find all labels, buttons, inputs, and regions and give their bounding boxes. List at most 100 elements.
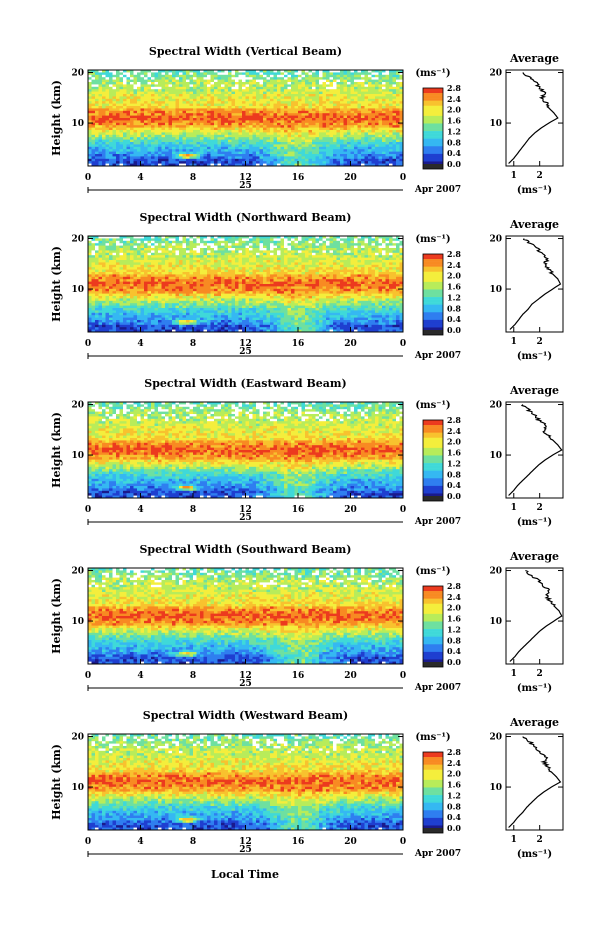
heatmap-cell — [354, 113, 358, 116]
heatmap-cell — [385, 151, 390, 155]
heatmap-cell — [119, 74, 124, 78]
chart-panel-0: Spectral Width (Vertical Beam)2010Height… — [50, 45, 564, 196]
heatmap-cell — [168, 238, 173, 242]
heatmap-cell — [305, 98, 309, 102]
heatmap-cell — [189, 125, 194, 128]
heatmap-cell — [361, 134, 365, 138]
heatmap-cell — [350, 149, 355, 152]
heatmap-cell — [263, 139, 267, 143]
heatmap-cell — [182, 103, 187, 107]
heatmap-cell — [266, 98, 271, 102]
heatmap-cell — [315, 113, 320, 116]
heatmap-cell — [91, 240, 96, 244]
heatmap-cell — [228, 110, 232, 114]
heatmap-cell — [361, 89, 365, 92]
heatmap-cell — [378, 120, 383, 124]
heatmap-cell — [270, 103, 274, 107]
heatmap-cell — [95, 315, 99, 318]
heatmap-cell — [151, 79, 155, 83]
heatmap-cell — [217, 163, 222, 167]
heatmap-cell — [168, 110, 173, 114]
heatmap-cell — [224, 86, 229, 90]
heatmap-cell — [182, 260, 187, 263]
heatmap-cell — [165, 142, 169, 145]
heatmap-cell — [123, 125, 127, 128]
heatmap-cell — [221, 156, 225, 160]
heatmap-cell — [203, 156, 208, 160]
heatmap-cell — [368, 79, 372, 83]
heatmap-cell — [396, 132, 400, 136]
heatmap-cell — [151, 115, 155, 119]
heatmap-cell — [189, 320, 194, 323]
heatmap-cell — [133, 127, 138, 131]
colorbar-tick-label: 1.6 — [447, 116, 461, 126]
heatmap-cell — [326, 149, 330, 152]
heatmap-cell — [315, 122, 320, 126]
heatmap-cell — [340, 163, 344, 167]
heatmap-cell — [368, 77, 372, 80]
heatmap-cell — [319, 94, 323, 97]
heatmap-cell — [242, 74, 246, 78]
heatmap-cell — [123, 276, 127, 280]
heatmap-cell — [158, 276, 162, 280]
heatmap-cell — [343, 74, 348, 78]
heatmap-cell — [140, 303, 145, 306]
heatmap-cell — [165, 298, 169, 302]
heatmap-cell — [270, 154, 274, 157]
heatmap-cell — [147, 324, 152, 328]
heatmap-cell — [119, 300, 124, 304]
heatmap-cell — [144, 243, 148, 246]
heatmap-cell — [256, 103, 260, 107]
heatmap-cell — [102, 77, 106, 80]
heatmap-cell — [98, 144, 103, 148]
heatmap-cell — [399, 161, 404, 164]
heatmap-cell — [249, 149, 253, 152]
heatmap-cell — [182, 276, 187, 280]
heatmap-cell — [109, 156, 113, 160]
heatmap-cell — [172, 264, 176, 268]
heatmap-cell — [266, 163, 271, 167]
heatmap-cell — [95, 279, 99, 282]
heatmap-cell — [109, 293, 113, 297]
heatmap-cell — [224, 84, 229, 88]
heatmap-cell — [361, 122, 365, 126]
heatmap-cell — [189, 329, 194, 333]
heatmap-cell — [158, 72, 162, 76]
heatmap-cell — [147, 108, 152, 112]
heatmap-cell — [116, 288, 120, 292]
heatmap-cell — [382, 70, 386, 73]
heatmap-cell — [140, 118, 145, 121]
heatmap-cell — [277, 125, 281, 128]
heatmap-cell — [140, 238, 145, 242]
heatmap-cell — [196, 127, 201, 131]
heatmap-cell — [217, 158, 222, 162]
heatmap-cell — [137, 106, 141, 109]
heatmap-cell — [347, 122, 351, 126]
heatmap-cell — [193, 94, 197, 97]
heatmap-cell — [319, 146, 323, 150]
heatmap-cell — [231, 161, 236, 164]
heatmap-cell — [287, 82, 292, 85]
y-axis-label: Height (km) — [50, 80, 63, 156]
heatmap-cell — [361, 120, 365, 124]
heatmap-cell — [252, 89, 257, 92]
heatmap-cell — [196, 106, 201, 109]
heatmap-cell — [116, 245, 120, 249]
heatmap-cell — [147, 281, 152, 285]
heatmap-cell — [382, 146, 386, 150]
heatmap-cell — [263, 161, 267, 164]
heatmap-cell — [214, 84, 218, 88]
heatmap-cell — [270, 118, 274, 121]
heatmap-cell — [116, 101, 120, 104]
heatmap-cell — [368, 108, 372, 112]
heatmap-cell — [399, 134, 404, 138]
heatmap-cell — [179, 103, 183, 107]
heatmap-cell — [144, 154, 148, 157]
heatmap-cell — [280, 151, 285, 155]
heatmap-cell — [382, 149, 386, 152]
heatmap-cell — [126, 257, 131, 261]
heatmap-cell — [123, 127, 127, 131]
heatmap-cell — [137, 288, 141, 292]
heatmap-cell — [294, 146, 299, 150]
heatmap-cell — [343, 86, 348, 90]
